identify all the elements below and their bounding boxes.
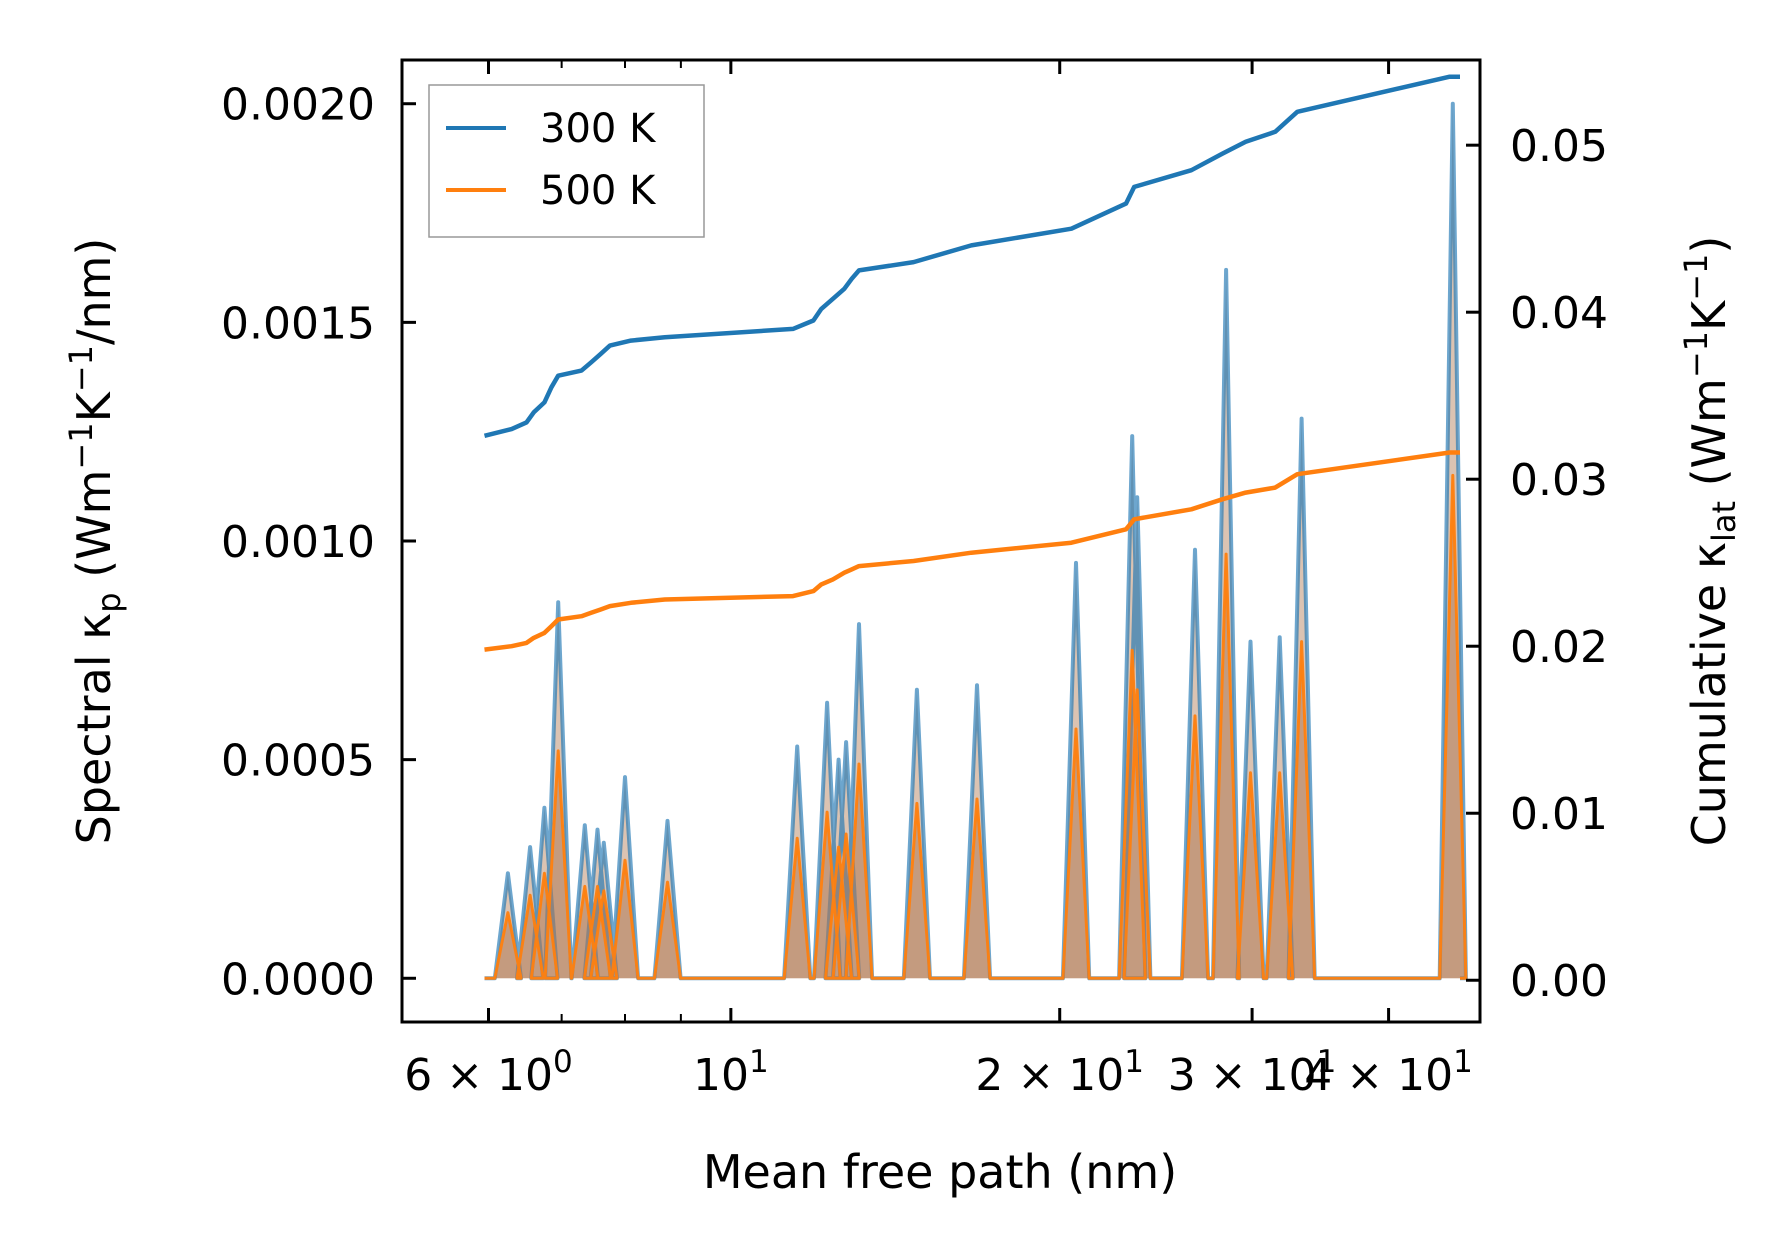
y-left-tick-label: 0.0020 <box>221 80 375 131</box>
legend: 300 K 500 K <box>428 84 705 238</box>
x-tick-label: 4 × 101 <box>1304 1044 1473 1101</box>
y-left-tick-label: 0.0010 <box>221 517 375 568</box>
y-right-tick-label: 0.02 <box>1510 622 1608 673</box>
y-right-tick-label: 0.00 <box>1510 956 1608 1007</box>
y-left-tick-label: 0.0005 <box>221 736 375 787</box>
legend-label-300k: 300 K <box>540 106 657 152</box>
y-left-tick-label: 0.0000 <box>221 954 375 1005</box>
x-tick-label: 3 × 101 <box>1168 1044 1337 1101</box>
cumulative-line-500k <box>484 450 1460 652</box>
y-right-tick-label: 0.03 <box>1510 455 1608 506</box>
spectral-line-500k <box>484 473 1468 980</box>
plot-layer <box>483 74 1468 981</box>
y-right-tick-label: 0.01 <box>1510 789 1608 840</box>
y-right-tick-label: 0.05 <box>1510 121 1608 172</box>
y-left-axis-label: Spectral κp (Wm−1K−1/nm) <box>62 238 128 845</box>
legend-label-500k: 500 K <box>540 168 657 214</box>
x-axis-label: Mean free path (nm) <box>703 1145 1177 1199</box>
x-tick-label: 2 × 101 <box>975 1044 1144 1101</box>
y-right-axis-label: Cumulative κlat (Wm−1K−1) <box>1677 236 1743 847</box>
y-right-tick-label: 0.04 <box>1510 288 1608 339</box>
cumulative-line-300k <box>483 74 1460 438</box>
x-tick-label: 101 <box>693 1044 769 1101</box>
spectral-fill-500k <box>484 475 1466 979</box>
y-left-tick-label: 0.0015 <box>221 298 375 349</box>
legend-box <box>428 84 705 238</box>
x-tick-label: 6 × 100 <box>404 1044 573 1101</box>
